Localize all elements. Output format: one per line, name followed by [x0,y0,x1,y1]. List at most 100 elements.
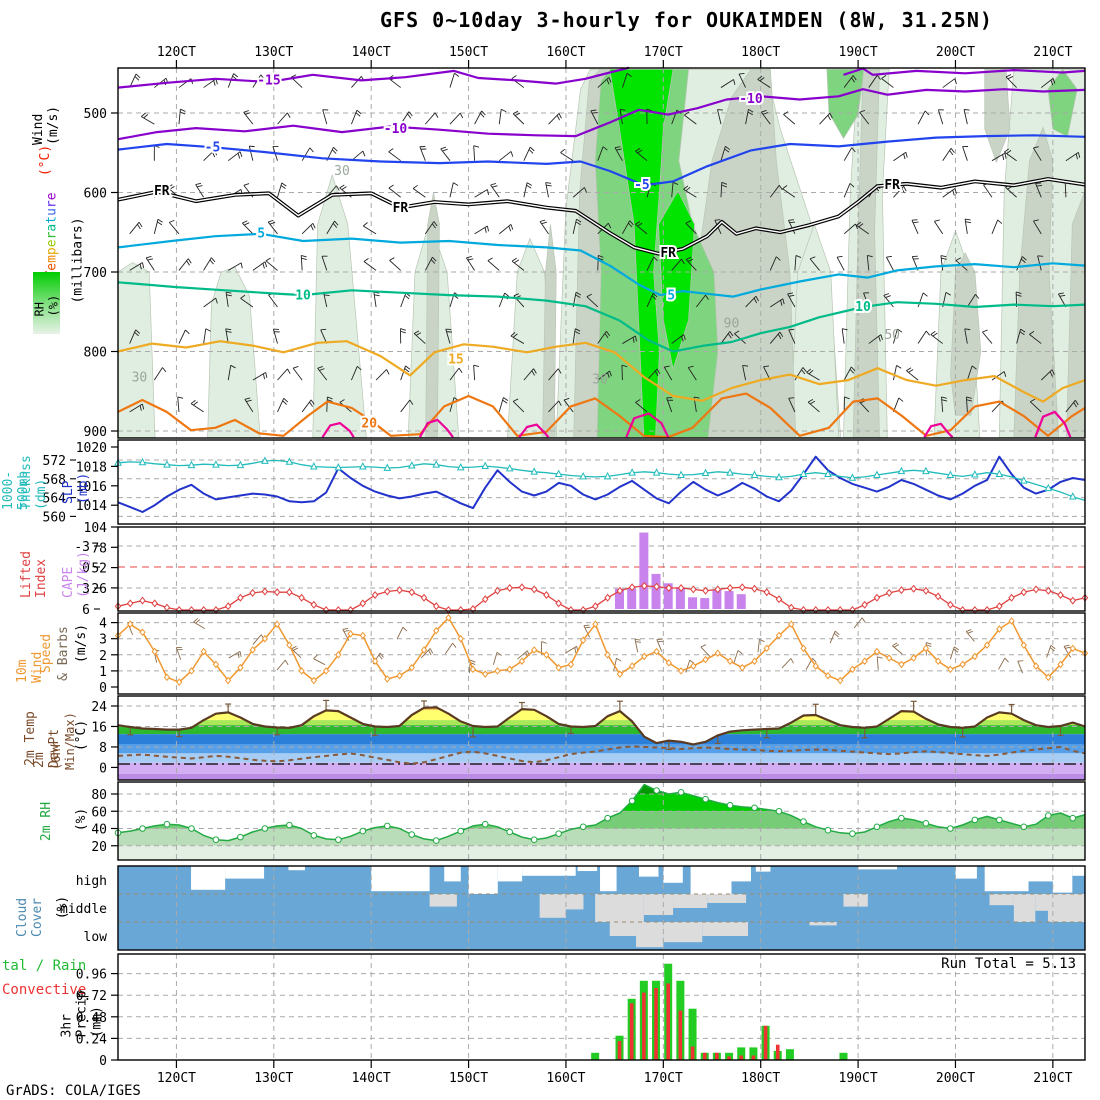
wind-barb [1035,183,1042,198]
rh-marker [506,828,514,836]
rh-marker [1069,814,1077,822]
top-axis-label: 140CT [352,45,391,60]
wind-barb-tick [1049,647,1055,652]
rh-marker [971,816,979,824]
wind-barb-tick [356,109,362,115]
wind-barb-tick [738,72,745,75]
cloud-bar-high [955,866,977,879]
wind-barb-tick [583,624,590,627]
wind-barb [863,292,870,308]
wind-marker [371,657,379,666]
wind-barb-tick [388,184,394,189]
cloud-bar-middle [1013,894,1036,922]
wind-barb-tick [1051,369,1055,375]
contour-line [518,423,550,438]
precip-convective-bar [690,1046,695,1060]
wind-barb-tick [965,221,971,224]
wind-barb [806,372,820,381]
wind-barb-tick [681,258,685,265]
wind-barb-tick [408,111,413,117]
cloud-bar-low [809,922,837,926]
wind-barb-tick [856,221,862,226]
cloud-bar-high [755,866,771,872]
temp-band [118,725,1085,735]
wind-barb [153,219,159,234]
wind-marker [971,652,978,661]
wind-barb-tick [952,189,955,196]
wind-barb [829,630,836,644]
wind-barb-tick [1074,400,1079,406]
wind-barb-tick [672,181,679,185]
rh-marker [286,821,293,829]
wind-barb-tick [211,257,216,263]
li-marker [286,588,293,597]
contour-label: -5 [205,140,221,155]
rh-marker [383,822,391,830]
li-marker [347,606,354,614]
wind-barb [265,260,278,271]
wind-barb [388,78,401,88]
wind-barb-tick [317,366,323,369]
wind-barb [440,148,451,161]
wind-barb-tick [634,335,637,342]
wind-barb [622,335,636,344]
wind-barb-tick [809,400,816,405]
wind-barb-tick [721,181,728,185]
li-marker [1069,596,1077,605]
cloud-bar-low [609,922,637,936]
wind-barb-tick [412,184,418,189]
cape-bar [627,588,637,609]
wind-barb-tick [388,148,394,153]
wind-barb [363,261,377,271]
wind-barb-tick [319,368,325,371]
wind-tick-label: 2 [99,649,107,664]
temp2m-line [117,706,1086,746]
label-pct-rh: (%) [74,807,90,831]
wind-barb-tick [635,641,642,643]
wind-barb-tick [685,256,692,260]
cape-bar [675,587,685,609]
wind-barb [1063,646,1072,658]
wind-barb [906,370,919,381]
wind-marker [139,628,146,637]
wind-barb [523,146,531,161]
wind-barb-tick [829,113,833,119]
wind-barb-tick [950,147,955,153]
rh-marker [628,797,636,805]
wind-barb-tick [778,185,783,191]
wind-barb-tick [386,369,390,375]
wind-barb-tick [342,628,349,630]
wind-barb-tick [897,328,903,333]
wind-barb [252,634,262,645]
wind-barb-tick [1063,644,1070,647]
wind-barb-tick [598,257,604,261]
rh-shading-region [984,68,1011,164]
wind-marker [335,651,342,659]
wind-barb [911,219,919,235]
wind-barb-tick [293,647,299,651]
wind-barb [671,334,684,344]
temp-tick-label: 0 [99,761,107,776]
wind-barb-tick [809,256,816,260]
wind-barb-tick [558,113,562,119]
wind-marker [800,644,807,653]
wind-barb [687,367,697,381]
wind-barb-tick [954,78,957,85]
wind-barb-tick [966,399,972,402]
precip-total-bar [591,1052,600,1060]
wind-barb [474,110,483,125]
wind-barb-tick [177,396,184,399]
wind-barb [492,652,498,665]
wind-barb [853,617,863,629]
wind-barb [277,398,285,413]
wind-barb-tick [850,366,856,372]
wind-barb [351,76,362,88]
cloud-bar-middle [539,894,566,918]
li-marker [1020,588,1028,597]
wind-barb-tick [147,258,154,261]
wind-marker [531,646,538,654]
wind-barb [240,298,254,308]
wind-barb-tick [195,619,201,624]
wind-barb-tick [301,257,307,261]
wind-barb-tick [429,648,434,654]
